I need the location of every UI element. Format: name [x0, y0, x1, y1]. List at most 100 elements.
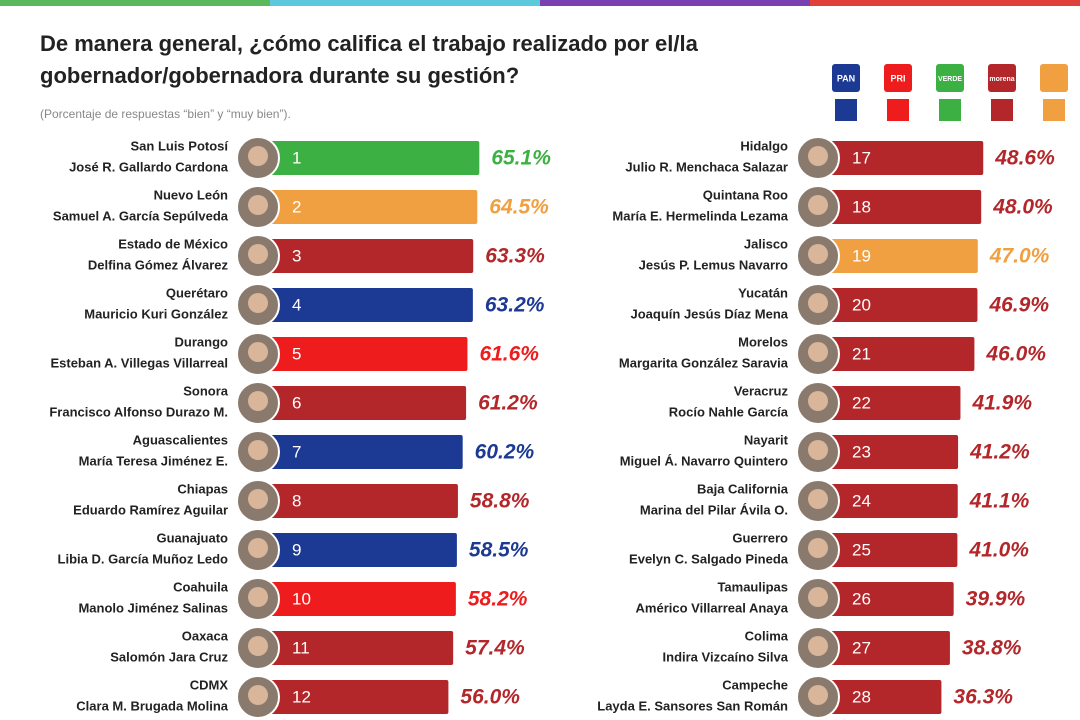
value-label: 46.9%: [988, 294, 1049, 317]
governor-label: Rocío Nahle García: [669, 404, 789, 419]
state-label: Veracruz: [734, 383, 789, 398]
bar: [818, 631, 950, 665]
rank-label: 25: [852, 540, 871, 559]
photo-face: [248, 244, 268, 264]
state-label: Colima: [745, 628, 789, 643]
state-label: Nuevo León: [154, 187, 228, 202]
value-label: 48.6%: [994, 147, 1055, 170]
bar: [818, 533, 958, 567]
value-label: 63.3%: [485, 245, 545, 268]
legend-logo: [1040, 64, 1068, 92]
governor-label: Marina del Pilar Ávila O.: [640, 502, 788, 517]
rank-label: 7: [292, 442, 301, 461]
legend-swatch: [1043, 99, 1065, 121]
value-label: 39.9%: [966, 588, 1026, 611]
state-label: CDMX: [190, 677, 229, 692]
photo-face: [248, 685, 268, 705]
bar: [818, 484, 958, 518]
governor-label: José R. Gallardo Cardona: [69, 159, 229, 174]
bar: [818, 141, 984, 175]
value-label: 41.9%: [971, 392, 1032, 415]
photo-face: [248, 195, 268, 215]
value-label: 64.5%: [489, 196, 549, 219]
state-label: Jalisco: [744, 236, 788, 251]
subtitle: (Porcentaje de respuestas “bien” y “muy …: [40, 107, 291, 121]
legend-logo: [936, 64, 964, 92]
state-label: Sonora: [183, 383, 229, 398]
state-label: Hidalgo: [740, 138, 788, 153]
photo-face: [248, 538, 268, 558]
bar: [258, 386, 467, 420]
bar: [818, 337, 975, 371]
photo-face: [808, 636, 828, 656]
governor-label: Libia D. García Muñoz Ledo: [58, 551, 229, 566]
rank-label: 17: [852, 148, 871, 167]
legend-logo: [832, 64, 860, 92]
governor-label: Joaquín Jesús Díaz Mena: [631, 306, 789, 321]
photo-face: [808, 195, 828, 215]
bar: [258, 680, 449, 714]
bar: [818, 680, 942, 714]
value-label: 38.8%: [962, 637, 1022, 660]
legend-logo: [884, 64, 912, 92]
bar: [258, 190, 478, 224]
legend-logo: [988, 64, 1016, 92]
photo-face: [248, 440, 268, 460]
photo-face: [808, 587, 828, 607]
bar: [258, 435, 463, 469]
state-label: Guanajuato: [156, 530, 228, 545]
legend-swatch: [991, 99, 1013, 121]
state-label: San Luis Potosí: [130, 138, 228, 153]
photo-face: [248, 587, 268, 607]
state-label: Aguascalientes: [133, 432, 228, 447]
value-label: 41.1%: [969, 490, 1030, 513]
photo-face: [808, 293, 828, 313]
photo-face: [248, 293, 268, 313]
rank-label: 9: [292, 540, 301, 559]
governor-label: Delfina Gómez Álvarez: [88, 257, 229, 272]
governor-label: Eduardo Ramírez Aguilar: [73, 502, 228, 517]
rank-label: 20: [852, 295, 871, 314]
value-label: 61.2%: [478, 392, 538, 415]
value-label: 41.0%: [968, 539, 1029, 562]
photo-face: [808, 685, 828, 705]
governor-label: María E. Hermelinda Lezama: [612, 208, 788, 223]
value-label: 60.2%: [475, 441, 535, 464]
value-label: 47.0%: [989, 245, 1050, 268]
bar: [818, 435, 959, 469]
state-label: Tamaulipas: [717, 579, 788, 594]
value-label: 63.2%: [485, 294, 545, 317]
rank-label: 22: [852, 393, 871, 412]
state-label: Coahuila: [173, 579, 229, 594]
bar: [258, 533, 457, 567]
state-label: Oaxaca: [182, 628, 229, 643]
state-label: Guerrero: [732, 530, 788, 545]
value-label: 65.1%: [491, 147, 551, 170]
rank-label: 28: [852, 687, 871, 706]
photo-face: [248, 489, 268, 509]
value-label: 57.4%: [465, 637, 525, 660]
value-label: 61.6%: [479, 343, 539, 366]
state-label: Campeche: [722, 677, 788, 692]
governor-label: Evelyn C. Salgado Pineda: [629, 551, 789, 566]
rank-label: 19: [852, 246, 871, 265]
photo-face: [808, 244, 828, 264]
governor-label: Jesús P. Lemus Navarro: [639, 257, 788, 272]
rank-label: 11: [292, 638, 310, 657]
bar: [258, 288, 473, 322]
stripe: [0, 0, 270, 6]
rank-label: 12: [292, 687, 311, 706]
value-label: 36.3%: [953, 686, 1013, 709]
rank-label: 18: [852, 197, 871, 216]
photo-face: [808, 391, 828, 411]
governor-label: Indira Vizcaíno Silva: [663, 649, 789, 664]
chart-title: De manera general, ¿cómo califica el tra…: [40, 31, 699, 56]
governor-label: Julio R. Menchaca Salazar: [625, 159, 788, 174]
photo-face: [808, 342, 828, 362]
stripe: [810, 0, 1080, 6]
governor-label: Américo Villarreal Anaya: [636, 600, 789, 615]
photo-face: [248, 391, 268, 411]
photo-face: [248, 636, 268, 656]
legend-swatch: [835, 99, 857, 121]
governor-label: Clara M. Brugada Molina: [76, 698, 228, 713]
